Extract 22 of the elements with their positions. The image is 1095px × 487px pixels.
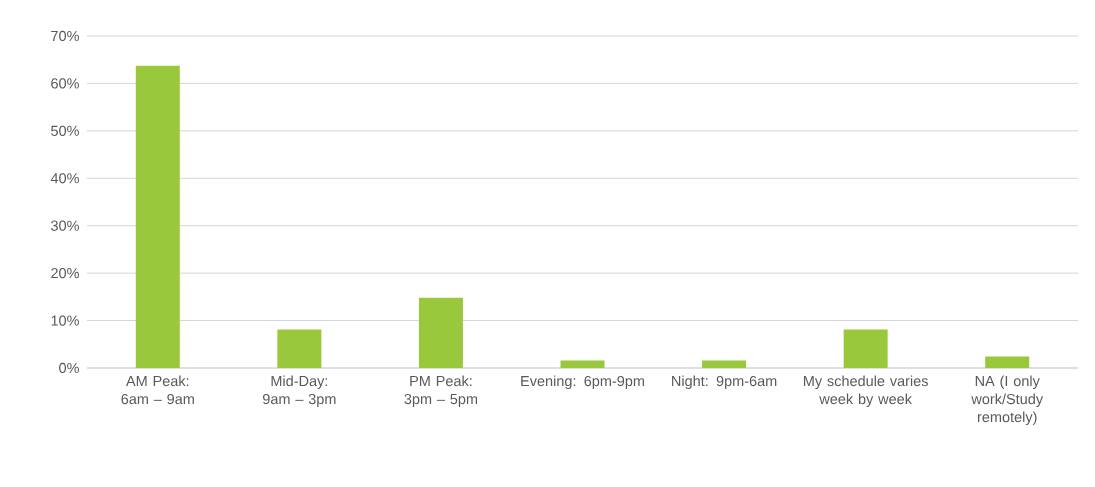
bar xyxy=(418,297,463,368)
x-tick-label: My schedule varies week by week xyxy=(803,375,928,408)
y-tick-label: 50% xyxy=(51,125,79,136)
x-tick-label: NA (I only work/Study remotely) xyxy=(971,375,1044,426)
y-tick-label: 20% xyxy=(51,267,79,279)
y-tick-label: 60% xyxy=(51,78,79,89)
y-tick-label: 70% xyxy=(51,30,79,42)
x-tick-label: AM Peak: 6am – 9am xyxy=(121,375,194,405)
y-tick-label: 30% xyxy=(51,220,79,231)
bar xyxy=(135,65,180,368)
x-tick-label: PM Peak: 3pm – 5pm xyxy=(404,375,478,408)
bar xyxy=(843,329,888,368)
x-tick-label: Mid-Day: 9am – 3pm xyxy=(262,375,336,408)
bar xyxy=(985,356,1030,368)
x-tick-label: Evening: 6pm-9pm xyxy=(521,375,644,390)
y-tick-label: 10% xyxy=(51,315,79,326)
bar xyxy=(277,329,322,368)
bar xyxy=(560,360,605,368)
bar xyxy=(702,360,747,368)
x-tick-label: Night: 9pm-6am xyxy=(672,375,777,390)
y-tick-label: 40% xyxy=(50,173,79,184)
y-tick-label: 0% xyxy=(59,362,79,374)
